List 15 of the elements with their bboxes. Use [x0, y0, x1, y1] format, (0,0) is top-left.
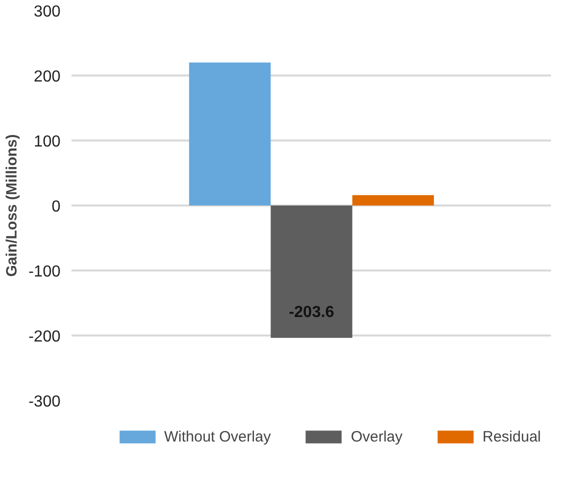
y-tick-label: 100 — [34, 134, 61, 150]
y-tick-label: -300 — [28, 394, 61, 410]
y-axis-title: Gain/Loss (Millions) — [3, 134, 20, 277]
legend-label: Residual — [482, 428, 541, 445]
y-tick-label: 0 — [52, 198, 61, 216]
bar — [189, 62, 271, 206]
legend-label: Overlay — [350, 428, 403, 445]
y-tick-label: 300 — [34, 4, 61, 20]
legend-label: Without Overlay — [164, 428, 271, 445]
y-tick-label: 200 — [34, 68, 61, 86]
data-label: -203.6 — [288, 304, 334, 321]
bar — [270, 206, 352, 338]
bar — [352, 195, 434, 206]
y-tick-label: -200 — [28, 328, 61, 346]
y-tick-label: -100 — [28, 264, 61, 280]
